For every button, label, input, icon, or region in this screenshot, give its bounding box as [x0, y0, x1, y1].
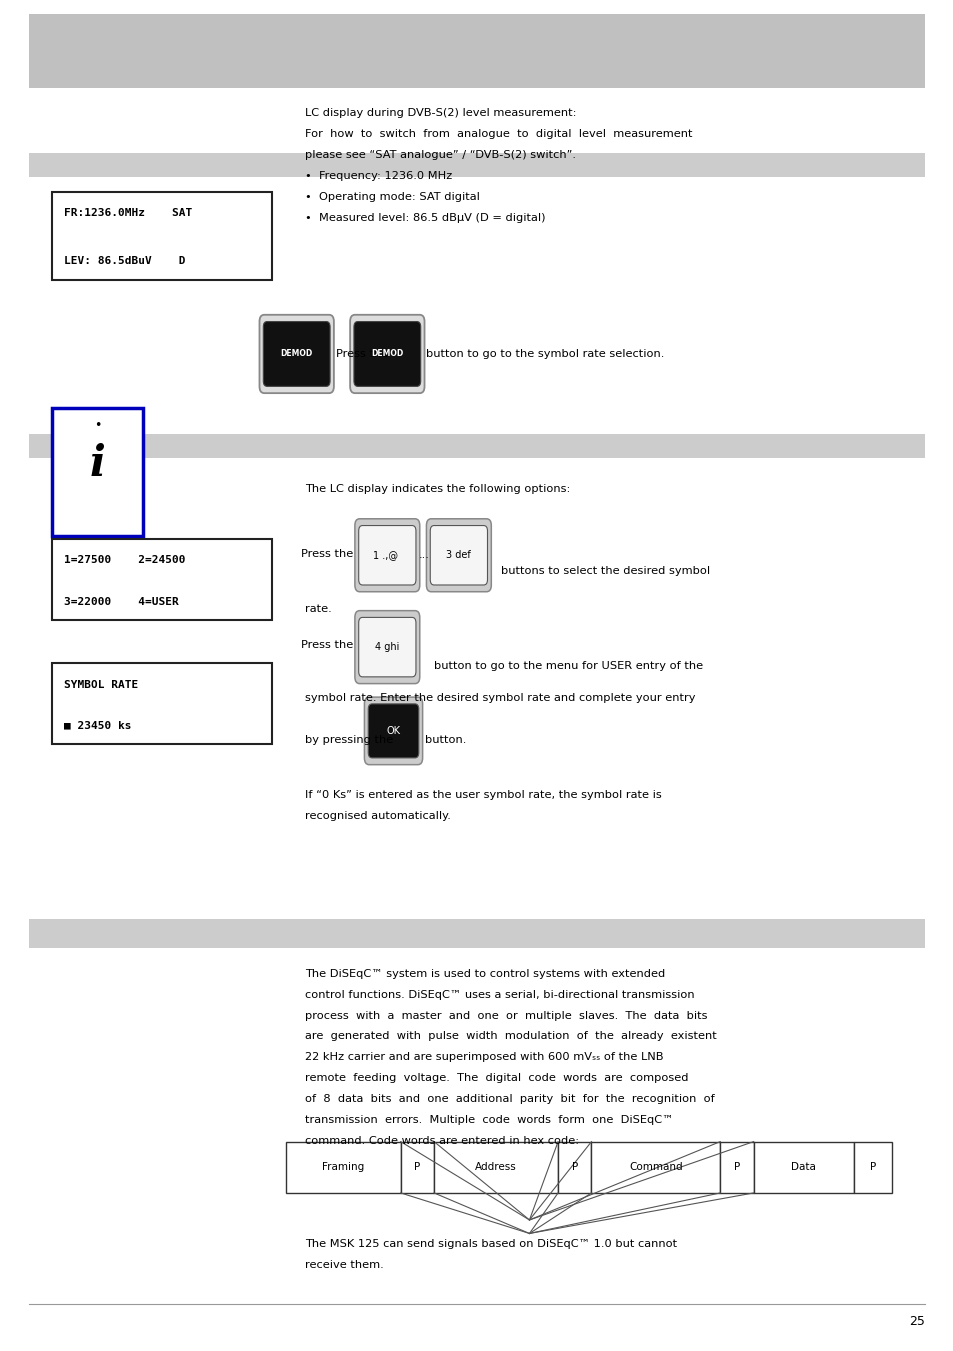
Text: Press the: Press the — [335, 349, 388, 359]
FancyBboxPatch shape — [355, 611, 419, 684]
FancyBboxPatch shape — [430, 526, 487, 585]
FancyBboxPatch shape — [52, 663, 272, 744]
Text: ■ 23450 ks: ■ 23450 ks — [64, 721, 132, 731]
Text: 1=27500    2=24500: 1=27500 2=24500 — [64, 555, 185, 565]
Text: Framing: Framing — [322, 1162, 364, 1173]
Text: receive them.: receive them. — [305, 1259, 384, 1270]
FancyBboxPatch shape — [354, 322, 420, 386]
Text: The MSK 125 can send signals based on DiSEqC™ 1.0 but cannot: The MSK 125 can send signals based on Di… — [305, 1239, 677, 1248]
FancyBboxPatch shape — [368, 704, 418, 758]
FancyBboxPatch shape — [400, 1142, 434, 1193]
Text: button.: button. — [424, 735, 465, 744]
FancyBboxPatch shape — [720, 1142, 753, 1193]
Text: Data: Data — [790, 1162, 816, 1173]
Text: •  Frequency: 1236.0 MHz: • Frequency: 1236.0 MHz — [305, 170, 452, 181]
Text: P: P — [571, 1162, 578, 1173]
Text: control functions. DiSEqC™ uses a serial, bi-directional transmission: control functions. DiSEqC™ uses a serial… — [305, 989, 694, 1000]
Text: 1 .,@: 1 .,@ — [373, 550, 401, 561]
FancyBboxPatch shape — [286, 1142, 400, 1193]
Text: 3=22000    4=USER: 3=22000 4=USER — [64, 597, 178, 607]
FancyBboxPatch shape — [753, 1142, 853, 1193]
FancyBboxPatch shape — [853, 1142, 891, 1193]
Text: 4 ghi: 4 ghi — [375, 642, 399, 653]
FancyBboxPatch shape — [350, 315, 424, 393]
FancyBboxPatch shape — [364, 697, 422, 765]
Text: button to go to the menu for USER entry of the: button to go to the menu for USER entry … — [434, 661, 702, 670]
Text: Press the: Press the — [300, 549, 353, 558]
FancyBboxPatch shape — [29, 434, 924, 458]
FancyBboxPatch shape — [355, 519, 419, 592]
Text: transmission  errors.  Multiple  code  words  form  one  DiSEqC™: transmission errors. Multiple code words… — [305, 1116, 673, 1125]
Text: rate.: rate. — [305, 604, 332, 613]
Text: i: i — [90, 443, 106, 485]
FancyBboxPatch shape — [358, 526, 416, 585]
Text: 25: 25 — [908, 1315, 924, 1328]
Text: LEV: 86.5dBuV    D: LEV: 86.5dBuV D — [64, 257, 185, 266]
Text: 22 kHz carrier and are superimposed with 600 mVₛₛ of the LNB: 22 kHz carrier and are superimposed with… — [305, 1052, 663, 1062]
Text: SYMBOL RATE: SYMBOL RATE — [64, 680, 138, 689]
FancyBboxPatch shape — [29, 14, 924, 88]
Text: buttons to select the desired symbol: buttons to select the desired symbol — [500, 566, 709, 576]
Text: FR:1236.0MHz    SAT: FR:1236.0MHz SAT — [64, 208, 192, 218]
Text: DEMOD: DEMOD — [280, 350, 313, 358]
Text: recognised automatically.: recognised automatically. — [305, 811, 451, 821]
FancyBboxPatch shape — [29, 153, 924, 177]
Text: The LC display indicates the following options:: The LC display indicates the following o… — [305, 484, 570, 493]
FancyBboxPatch shape — [52, 539, 272, 620]
FancyBboxPatch shape — [263, 322, 330, 386]
FancyBboxPatch shape — [591, 1142, 720, 1193]
Text: Command: Command — [628, 1162, 682, 1173]
Text: P: P — [733, 1162, 740, 1173]
FancyBboxPatch shape — [259, 315, 334, 393]
Text: remote  feeding  voltage.  The  digital  code  words  are  composed: remote feeding voltage. The digital code… — [305, 1074, 688, 1084]
Text: OK: OK — [386, 725, 400, 736]
FancyBboxPatch shape — [426, 519, 491, 592]
Text: 3 def: 3 def — [446, 550, 471, 561]
Text: by pressing the: by pressing the — [305, 735, 394, 744]
Text: Address: Address — [475, 1162, 517, 1173]
FancyBboxPatch shape — [52, 192, 272, 280]
Text: •  Measured level: 86.5 dBμV (D = digital): • Measured level: 86.5 dBμV (D = digital… — [305, 213, 545, 223]
Text: •: • — [94, 419, 101, 432]
Text: symbol rate. Enter the desired symbol rate and complete your entry: symbol rate. Enter the desired symbol ra… — [305, 693, 695, 703]
Text: command. Code words are entered in hex code:: command. Code words are entered in hex c… — [305, 1136, 578, 1146]
FancyBboxPatch shape — [29, 919, 924, 948]
FancyBboxPatch shape — [434, 1142, 558, 1193]
Text: please see “SAT analogue” / “DVB-S(2) switch”.: please see “SAT analogue” / “DVB-S(2) sw… — [305, 150, 576, 159]
Text: LC display during DVB-S(2) level measurement:: LC display during DVB-S(2) level measure… — [305, 108, 577, 118]
Text: If “0 Ks” is entered as the user symbol rate, the symbol rate is: If “0 Ks” is entered as the user symbol … — [305, 790, 661, 800]
Text: button to go to the symbol rate selection.: button to go to the symbol rate selectio… — [426, 349, 664, 359]
Text: process  with  a  master  and  one  or  multiple  slaves.  The  data  bits: process with a master and one or multipl… — [305, 1011, 707, 1020]
Text: P: P — [869, 1162, 875, 1173]
FancyBboxPatch shape — [52, 408, 143, 536]
Text: Press the: Press the — [300, 640, 353, 650]
Text: For  how  to  switch  from  analogue  to  digital  level  measurement: For how to switch from analogue to digit… — [305, 128, 692, 139]
Text: •  Operating mode: SAT digital: • Operating mode: SAT digital — [305, 192, 479, 201]
Text: of  8  data  bits  and  one  additional  parity  bit  for  the  recognition  of: of 8 data bits and one additional parity… — [305, 1094, 715, 1104]
Text: The DiSEqC™ system is used to control systems with extended: The DiSEqC™ system is used to control sy… — [305, 969, 665, 978]
Text: P: P — [414, 1162, 420, 1173]
Text: ...: ... — [418, 550, 429, 561]
Text: DEMOD: DEMOD — [371, 350, 403, 358]
FancyBboxPatch shape — [358, 617, 416, 677]
FancyBboxPatch shape — [558, 1142, 591, 1193]
Text: are  generated  with  pulse  width  modulation  of  the  already  existent: are generated with pulse width modulatio… — [305, 1032, 717, 1042]
